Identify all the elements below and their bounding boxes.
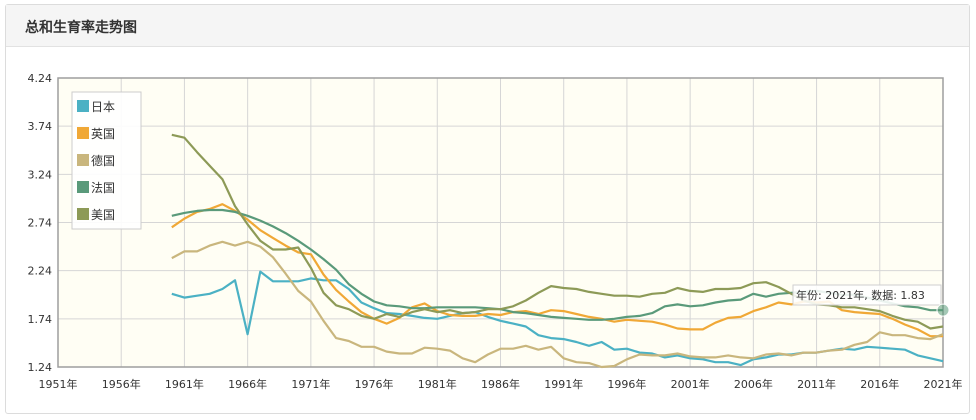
x-tick-label: 1976年 [355, 377, 394, 391]
y-tick-label: 2.74 [28, 217, 53, 230]
series-line-2[interactable] [171, 240, 944, 369]
legend-label[interactable]: 美国 [91, 208, 115, 222]
legend-swatch[interactable] [77, 181, 89, 193]
panel-header: 总和生育率走势图 [6, 5, 969, 47]
legend-swatch[interactable] [77, 100, 89, 112]
y-tick-label: 3.24 [28, 168, 53, 181]
x-tick-label: 2006年 [734, 377, 773, 391]
legend-swatch[interactable] [77, 154, 89, 166]
x-tick-label: 1951年 [39, 377, 78, 391]
x-tick-label: 1986年 [481, 377, 520, 391]
plot-frame [57, 77, 944, 368]
y-tick-label: 2.24 [28, 265, 53, 278]
y-tick-label: 4.24 [28, 72, 53, 85]
legend-swatch[interactable] [77, 208, 89, 220]
panel-title: 总和生育率走势图 [25, 20, 137, 36]
legend-label[interactable]: 法国 [91, 181, 115, 195]
x-tick-label: 1996年 [607, 377, 646, 391]
legend-label[interactable]: 德国 [91, 153, 115, 168]
x-tick-label: 2021年 [924, 377, 963, 391]
y-tick-label: 3.74 [28, 120, 53, 133]
x-tick-label: 2016年 [860, 377, 899, 391]
tooltip-box [792, 284, 942, 306]
x-tick-label: 1971年 [291, 377, 330, 391]
legend-swatch[interactable] [77, 127, 89, 139]
data-point-marker[interactable] [936, 303, 950, 317]
x-tick-label: 1981年 [418, 377, 457, 391]
legend-label[interactable]: 英国 [91, 127, 115, 141]
x-tick-label: 1966年 [228, 377, 267, 391]
legend-label[interactable]: 日本 [91, 100, 115, 114]
tooltip-text: 年份: 2021年, 数据: 1.83 [796, 288, 925, 302]
x-tick-label: 1991年 [544, 377, 583, 391]
x-tick-label: 2011年 [797, 377, 836, 391]
y-tick-label: 1.24 [28, 361, 53, 374]
x-tick-label: 1956年 [102, 377, 141, 391]
x-tick-label: 1961年 [165, 377, 204, 391]
x-tick-label: 2001年 [671, 377, 710, 391]
y-tick-label: 1.74 [28, 313, 53, 326]
